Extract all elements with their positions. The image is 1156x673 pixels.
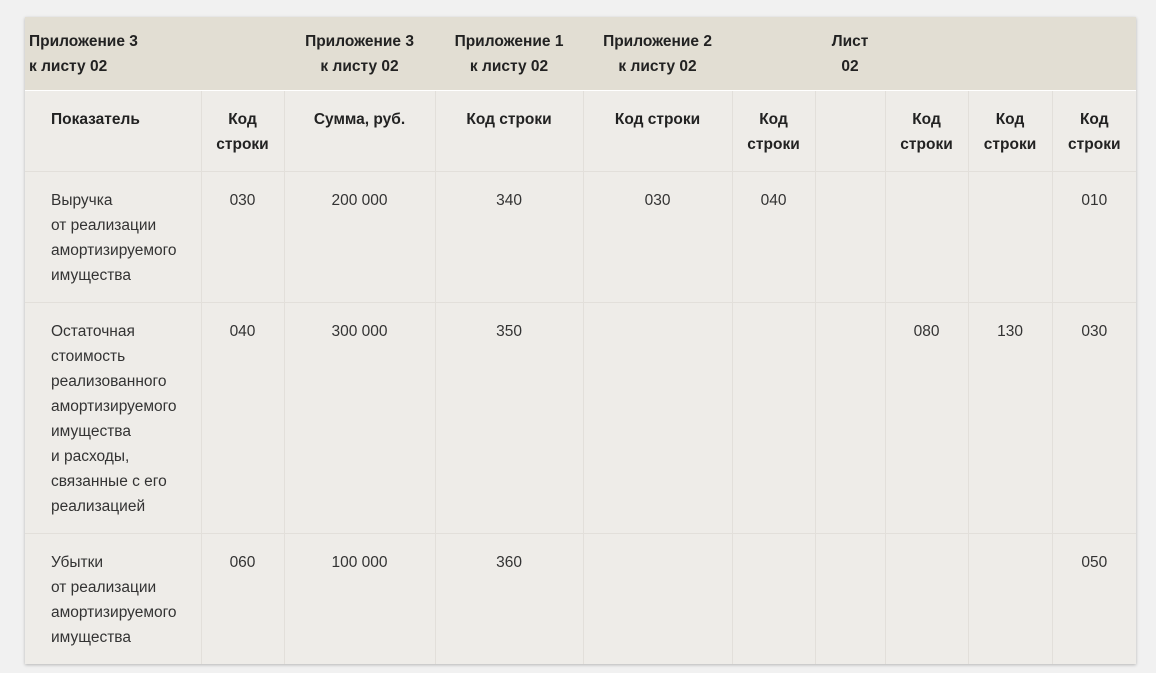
code-cell: 030 (1051, 302, 1137, 534)
code-cell (731, 302, 816, 534)
text-line: амортизируемого (51, 242, 177, 259)
code-cell: 200 000 (283, 171, 436, 303)
code-cell: 360 (434, 533, 584, 664)
text-line: строки (216, 136, 269, 153)
text-line: и расходы, (51, 448, 130, 465)
text-line: Показатель (51, 111, 140, 128)
table-row: Выручка от реализации амортизируемого имуще… (25, 171, 1137, 303)
table-row: Убытки от реализации амортизируемого имущес… (25, 533, 1137, 664)
text-line: связанные с его (51, 473, 167, 490)
text-line: амортизируемого (51, 604, 177, 621)
code-cell (814, 171, 886, 303)
code-cell: 040 (200, 302, 285, 534)
column-header: Сумма, руб. (283, 90, 436, 172)
text-line: Код строки (614, 111, 701, 128)
code-cell (884, 171, 969, 303)
text-line: амортизируемого (51, 398, 177, 415)
code-cell: 060 (200, 533, 285, 664)
text-line: от реализации (51, 217, 157, 234)
code-cell (731, 533, 816, 664)
text-line: строки (747, 136, 800, 153)
column-header: Показатель (25, 90, 202, 172)
code-cell (967, 533, 1053, 664)
column-header: Код строки (967, 90, 1053, 172)
text-line: имущества (51, 267, 131, 284)
indicator-cell: Остаточная стоимость реализованного амортиз… (25, 302, 202, 534)
code-cell: 050 (1051, 533, 1137, 664)
text-line: Код строки (466, 111, 552, 128)
text-line: имущества (51, 629, 131, 646)
text-line: Остаточная (51, 323, 135, 340)
text-line: Код (1079, 111, 1109, 128)
column-header: Код строки (884, 90, 969, 172)
column-header-row: Показатель Код строки Сумма, руб. Код строки… (25, 90, 1137, 172)
column-header: Код строки (1051, 90, 1137, 172)
code-cell: 010 (1051, 171, 1137, 303)
code-cell (884, 533, 969, 664)
column-header (814, 90, 886, 172)
text-line: Выручка (51, 192, 113, 209)
text-line: стоимость (51, 348, 126, 365)
text-line: реализованного (51, 373, 167, 390)
text-line: Код (995, 111, 1025, 128)
text-line: Код (759, 111, 788, 128)
text-line: строки (900, 136, 953, 153)
code-cell (967, 171, 1053, 303)
indicator-cell: Убытки от реализации амортизируемого имущес… (25, 533, 202, 664)
code-cell: 030 (200, 171, 285, 303)
text-line: Код (912, 111, 941, 128)
text-line: строки (983, 136, 1037, 153)
text-line: строки (1068, 136, 1121, 153)
group-header-sheet02: Лист 02 (732, 17, 969, 91)
indicator-cell: Выручка от реализации амортизируемого имуще… (25, 171, 202, 303)
code-cell: 040 (731, 171, 816, 303)
code-cell: 130 (967, 302, 1053, 534)
table-row: Остаточная стоимость реализованного амортиз… (25, 302, 1137, 534)
code-cell (582, 533, 733, 664)
code-cell: 100 000 (283, 533, 436, 664)
text-line: Сумма, руб. (313, 111, 406, 128)
code-cell (814, 533, 886, 664)
text-line: реализацией (51, 498, 146, 515)
code-cell (814, 302, 886, 534)
code-cell: 300 000 (283, 302, 436, 534)
column-header: Код строки (731, 90, 816, 172)
code-cell: 340 (434, 171, 584, 303)
column-header: Код строки (434, 90, 584, 172)
text-line: от реализации (51, 579, 157, 596)
code-cell: 350 (434, 302, 584, 534)
column-header: Код строки (200, 90, 285, 172)
text-line: Убытки (51, 554, 104, 571)
group-header-empty (968, 17, 1137, 91)
text-line: имущества (51, 423, 131, 440)
code-cell (582, 302, 733, 534)
code-cell: 030 (582, 171, 733, 303)
text-line: Код (228, 111, 257, 128)
code-cell: 080 (884, 302, 969, 534)
column-header: Код строки (582, 90, 733, 172)
